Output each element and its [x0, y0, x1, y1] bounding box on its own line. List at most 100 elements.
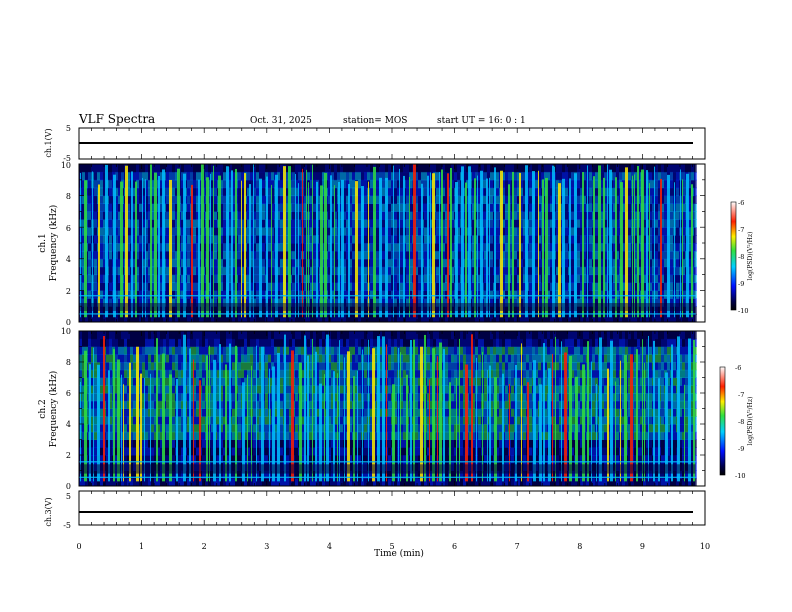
spectrogram-cell: [109, 258, 112, 268]
spectrogram-cell: [109, 377, 112, 386]
spectrogram-cell: [505, 243, 508, 252]
spectrogram-cell: [589, 243, 592, 252]
spectrogram-cell: [439, 274, 442, 283]
spectrogram-cell: [250, 266, 253, 276]
spectrogram-cell: [448, 171, 451, 181]
spectrogram-cell: [583, 258, 586, 268]
spectrogram-cell: [352, 171, 355, 181]
spectrogram-cell: [169, 171, 172, 181]
spectrogram-cell: [151, 455, 154, 464]
spectrogram-cell: [457, 179, 460, 189]
spectrogram-cell: [223, 298, 226, 307]
spectrogram-cell: [82, 235, 85, 244]
spectrogram-cell: [109, 400, 112, 409]
spectrogram-cell: [457, 274, 460, 283]
spectrogram-cell: [343, 171, 346, 181]
spectrogram-cell: [328, 203, 331, 212]
spectrogram-cell: [577, 266, 580, 276]
spectrogram-cell: [346, 219, 349, 228]
spectrogram-cell: [193, 266, 196, 276]
spectrogram-cell: [220, 266, 223, 276]
spectrogram-cell: [268, 258, 271, 268]
spectrogram-cell: [415, 195, 418, 204]
spectrogram-cell: [88, 338, 91, 347]
spectrogram-cell: [418, 195, 421, 204]
spectrogram-cell: [583, 164, 586, 173]
spectrogram-cell: [94, 424, 97, 433]
spectrogram-cell: [172, 314, 175, 322]
spectrogram-cell: [91, 400, 94, 409]
spectrogram-cell: [133, 258, 136, 268]
spectrogram-cell: [214, 203, 217, 212]
spectrogram-cell: [658, 195, 661, 204]
spectrogram-cell: [583, 298, 586, 307]
spectrogram-cell: [622, 164, 625, 173]
spectrogram-cell: [676, 179, 679, 189]
spectrogram-cell: [466, 290, 469, 299]
spectrogram-cell: [142, 219, 145, 228]
spectrogram-cell: [88, 346, 91, 355]
spectrogram-cell: [133, 354, 136, 363]
spectrogram-cell: [538, 243, 541, 252]
spectrogram-cell: [472, 203, 475, 212]
spectrogram-cell: [334, 266, 337, 276]
spectrogram-cell: [535, 274, 538, 283]
spectrogram-cell: [409, 243, 412, 252]
spectrogram-cell: [607, 243, 610, 252]
spectrogram-cell: [409, 314, 412, 322]
spectrogram-cell: [622, 211, 625, 220]
spectrogram-cell: [505, 171, 508, 181]
spectrogram-cell: [103, 164, 106, 173]
spectrogram-cell: [370, 243, 373, 252]
spectrogram-cell: [688, 164, 691, 173]
spectrogram-cell: [322, 243, 325, 252]
spectrogram-cell: [148, 219, 151, 228]
spectrogram-cell: [394, 235, 397, 244]
spectrogram-cell: [262, 250, 265, 260]
spectrogram-cell: [124, 393, 127, 402]
spectrogram-cell: [496, 164, 499, 173]
spectrogram-cell: [211, 195, 214, 204]
spectrogram-cell: [295, 266, 298, 276]
spectrogram-cell: [94, 274, 97, 283]
spectrogram-cell: [160, 250, 163, 260]
spectrogram-cell: [148, 455, 151, 464]
spectrogram-cell: [349, 243, 352, 252]
spectrogram-cell: [400, 235, 403, 244]
spectrogram-cell: [214, 195, 217, 204]
spectrogram-cell: [388, 235, 391, 244]
spectrogram-cell: [166, 274, 169, 283]
spectrogram-cell: [106, 393, 109, 402]
spectrogram-cell: [661, 266, 664, 276]
spectrogram-cell: [322, 179, 325, 189]
spectrogram-cell: [523, 179, 526, 189]
spectrogram-cell: [145, 478, 148, 486]
spectrogram-cell: [661, 274, 664, 283]
spectrogram-cell: [424, 171, 427, 181]
spectrogram-cell: [121, 171, 124, 181]
spectrogram-cell: [379, 314, 382, 322]
spectrogram-cell: [616, 250, 619, 260]
spectrogram-cell: [472, 164, 475, 173]
spectrogram-cell: [223, 282, 226, 291]
spectrogram-cell: [196, 314, 199, 322]
spectrogram-cell: [268, 164, 271, 173]
spectrogram-cell: [100, 455, 103, 464]
spectrogram-cell: [127, 171, 130, 181]
spectrogram-cell: [130, 416, 133, 425]
spectrogram-cell: [604, 314, 607, 322]
spectrogram-cell: [451, 164, 454, 173]
spectrogram-cell: [292, 211, 295, 220]
spectrogram-cell: [346, 227, 349, 236]
spectrogram-cell: [253, 171, 256, 181]
spectrogram-cell: [340, 171, 343, 181]
spectrogram-cell: [676, 235, 679, 244]
spectrogram-cell: [328, 187, 331, 197]
spectrogram-cell: [577, 195, 580, 204]
spectrogram-cell: [481, 314, 484, 322]
spectrogram-cell: [187, 282, 190, 291]
spectrogram-cell: [691, 164, 694, 173]
spectrogram-cell: [490, 227, 493, 236]
spectrogram-cell: [286, 243, 289, 252]
spectrogram-cell: [286, 171, 289, 181]
